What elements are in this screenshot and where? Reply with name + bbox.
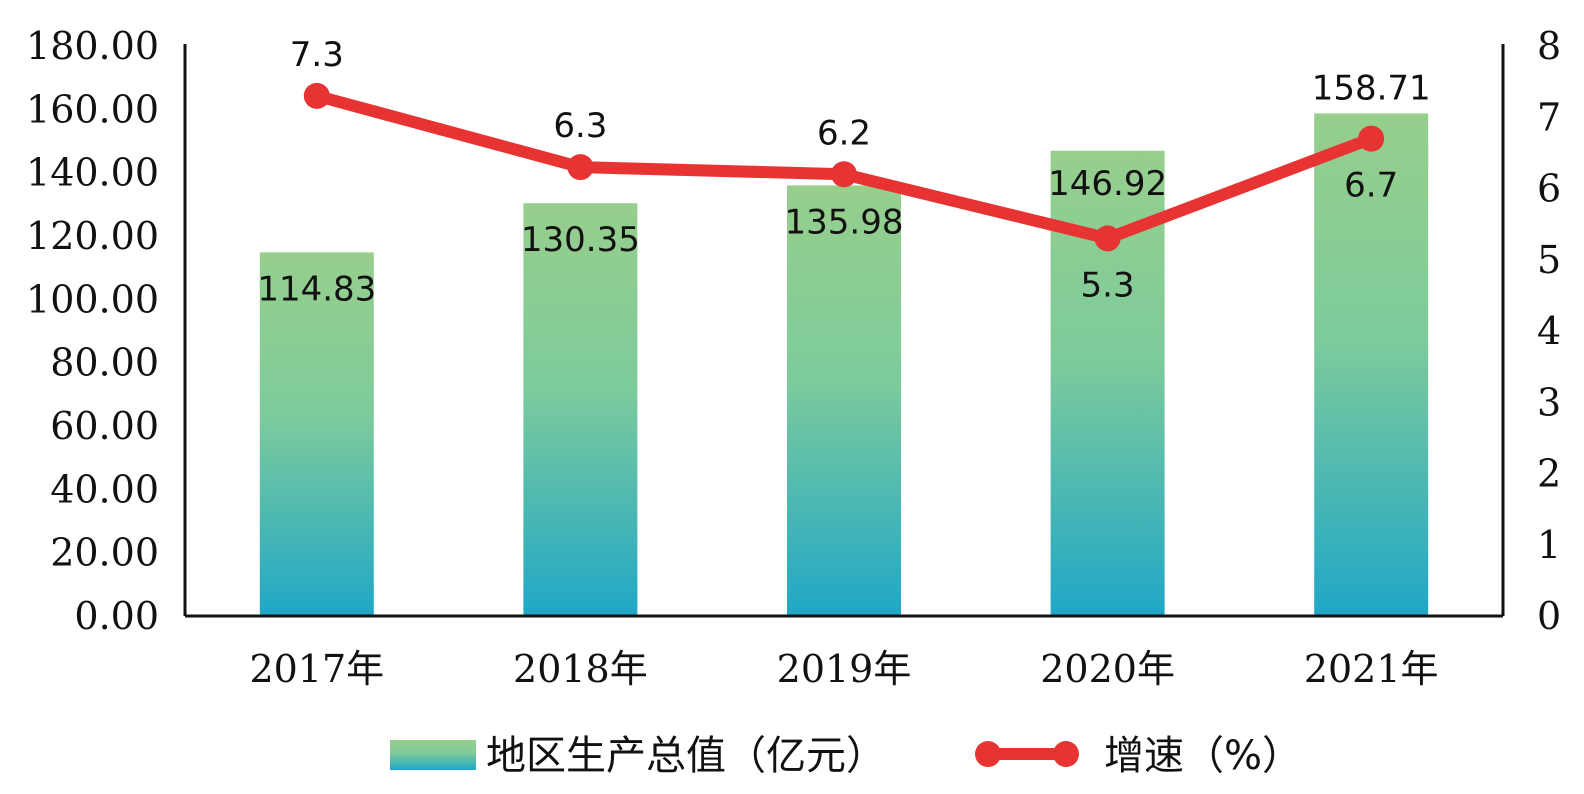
- left-tick-label: 20.00: [50, 531, 159, 575]
- right-tick-label: 1: [1537, 523, 1561, 567]
- right-tick-label: 4: [1537, 309, 1561, 353]
- axes: [183, 44, 1505, 618]
- category-label: 2019年: [777, 647, 912, 691]
- line-data-label: 6.7: [1344, 166, 1398, 206]
- line-data-label: 6.3: [553, 106, 607, 146]
- left-tick-label: 40.00: [50, 467, 159, 511]
- bar: [787, 185, 901, 616]
- legend-line-marker: [1053, 741, 1079, 767]
- right-tick-label: 2: [1537, 452, 1561, 496]
- left-tick-label: 120.00: [26, 214, 159, 258]
- right-tick-label: 3: [1537, 380, 1561, 424]
- line-data-label: 6.2: [817, 113, 871, 153]
- line-data-label: 7.3: [290, 35, 344, 75]
- right-tick-label: 8: [1537, 24, 1561, 68]
- bar: [1314, 113, 1429, 616]
- category-label: 2021年: [1304, 647, 1439, 691]
- left-tick-label: 60.00: [50, 404, 159, 448]
- legend: 地区生产总值（亿元） 增速（%）: [390, 733, 1302, 779]
- line-data-labels: 7.3 6.3 6.2 5.3 6.7: [290, 35, 1398, 306]
- bar-data-label: 146.92: [1048, 164, 1167, 204]
- legend-bar-label: 地区生产总值（亿元）: [486, 733, 886, 779]
- category-label: 2018年: [513, 647, 648, 691]
- growth-point: [831, 161, 857, 188]
- bar-data-labels: 114.83 130.35 135.98 146.92 158.71: [257, 68, 1430, 309]
- growth-point: [567, 154, 594, 181]
- left-tick-label: 80.00: [50, 341, 159, 385]
- bar-data-label: 130.35: [521, 220, 640, 260]
- bar-data-label: 135.98: [785, 202, 904, 242]
- category-label: 2020年: [1040, 647, 1175, 691]
- left-tick-label: 160.00: [26, 87, 159, 131]
- left-axis-ticks: 0.00 20.00 40.00 60.00 80.00 100.00 120.00 140.…: [26, 24, 159, 638]
- legend-line-label: 增速（%）: [1104, 733, 1302, 779]
- bar: [259, 252, 374, 616]
- right-tick-label: 5: [1537, 238, 1561, 282]
- bar: [523, 203, 638, 616]
- bar-data-label: 114.83: [257, 269, 376, 309]
- right-tick-label: 0: [1537, 594, 1561, 638]
- bar-data-label: 158.71: [1312, 68, 1431, 108]
- left-tick-label: 100.00: [26, 277, 159, 321]
- legend-bar-swatch: [390, 740, 476, 770]
- line-data-label: 5.3: [1081, 265, 1135, 305]
- right-tick-label: 7: [1537, 95, 1561, 139]
- category-label: 2017年: [249, 647, 384, 691]
- category-labels: 2017年 2018年 2019年 2020年 2021年: [249, 647, 1438, 691]
- left-tick-label: 0.00: [74, 594, 159, 638]
- legend-line-marker: [975, 741, 1001, 767]
- left-tick-label: 180.00: [26, 24, 159, 68]
- line-series: [303, 82, 1385, 252]
- growth-point: [303, 82, 330, 109]
- growth-point: [1094, 225, 1121, 252]
- growth-point: [1358, 125, 1385, 152]
- right-tick-label: 6: [1537, 167, 1561, 211]
- left-tick-label: 140.00: [26, 151, 159, 195]
- right-axis-ticks: 0 1 2 3 4 5 6 7 8: [1537, 24, 1561, 638]
